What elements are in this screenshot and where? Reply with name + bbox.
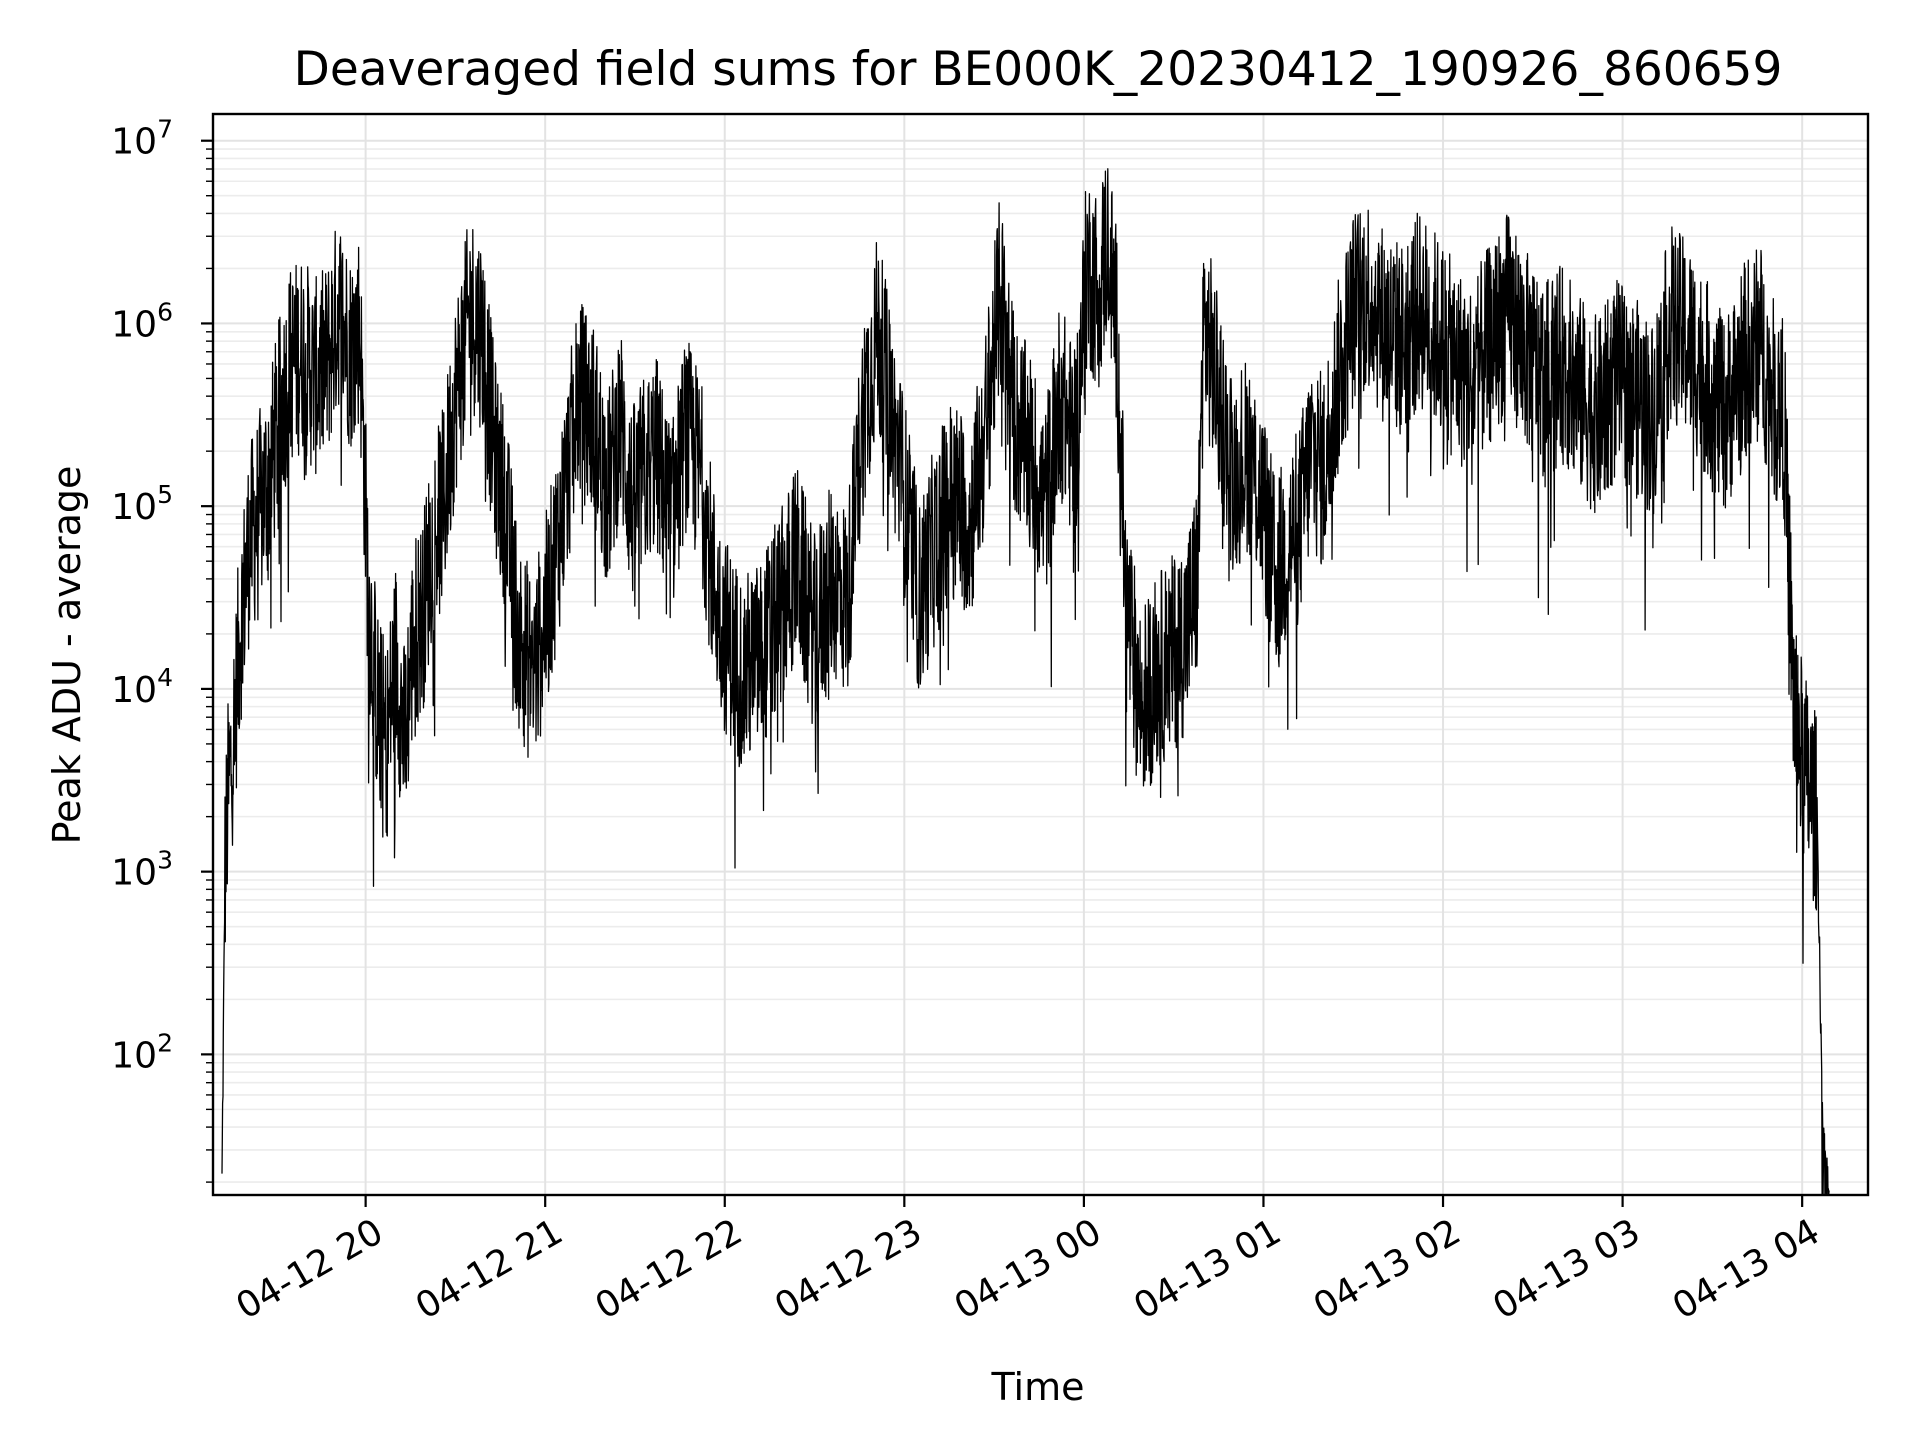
chart-grid [213, 114, 1868, 1195]
series-line [221, 168, 1830, 1196]
plot-frame [211, 112, 1870, 1197]
y-axis-label: Peak ADU - average [45, 466, 89, 845]
y-tick-label: 107 [111, 115, 173, 163]
x-tick-label: 04-13 04 [1666, 1211, 1827, 1327]
chart-series [221, 168, 1830, 1196]
x-axis-label: Time [991, 1365, 1085, 1409]
y-tick-label: 103 [111, 846, 173, 894]
y-tick-label: 104 [111, 663, 173, 711]
x-tick-label: 04-12 23 [768, 1211, 929, 1327]
x-tick-label: 04-12 22 [589, 1211, 750, 1327]
x-tick-label: 04-13 02 [1307, 1211, 1468, 1327]
y-tick-label: 102 [111, 1028, 173, 1076]
x-tick-label: 04-12 20 [229, 1211, 390, 1327]
y-tick-label: 106 [111, 297, 173, 345]
chart-title: Deaveraged field sums for BE000K_2023041… [294, 42, 1783, 97]
y-tick-label: 105 [111, 480, 173, 528]
x-tick-label: 04-12 21 [409, 1211, 570, 1327]
x-tick-label: 04-13 03 [1486, 1211, 1647, 1327]
x-tick-label: 04-13 01 [1127, 1211, 1288, 1327]
x-tick-label: 04-13 00 [948, 1211, 1109, 1327]
